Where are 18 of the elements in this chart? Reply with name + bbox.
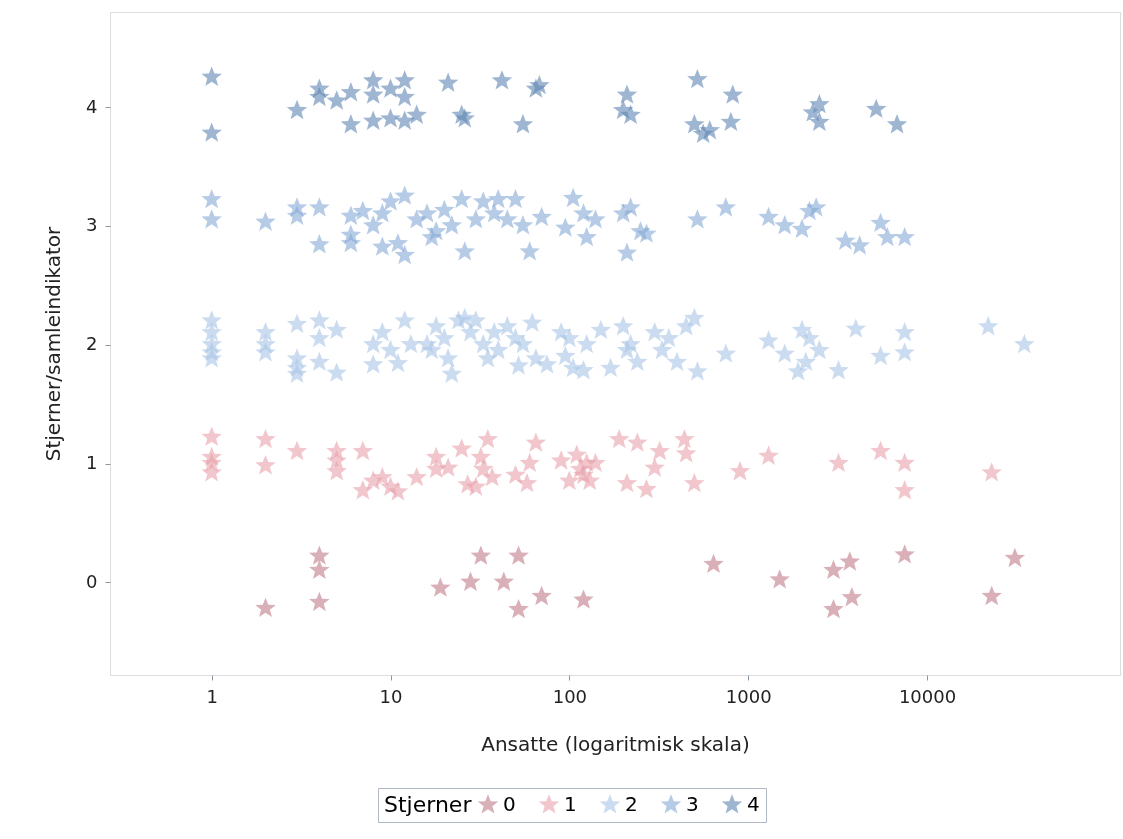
x-tick-label: 1000	[725, 685, 772, 707]
y-axis-title: Stjerner/samleindikator	[41, 225, 66, 462]
legend-label: 2	[625, 792, 638, 816]
legend-title: Stjerner	[384, 792, 473, 817]
legend-label: 1	[564, 792, 577, 816]
y-tick-label: 1	[86, 452, 98, 474]
y-tick-label: 4	[86, 95, 98, 117]
legend-label: 0	[503, 792, 516, 816]
y-tick-label: 2	[86, 333, 98, 355]
y-tick-label: 0	[86, 570, 98, 592]
x-tick-label: 1	[206, 685, 218, 707]
x-tick-label: 10000	[898, 685, 957, 707]
y-tick-label: 3	[86, 214, 98, 236]
legend-label: 3	[686, 792, 699, 816]
legend-label: 4	[747, 792, 760, 816]
x-tick-label: 10	[379, 685, 403, 707]
x-tick-label: 100	[552, 685, 588, 707]
x-axis-title: Ansatte (logaritmisk skala)	[481, 731, 750, 756]
